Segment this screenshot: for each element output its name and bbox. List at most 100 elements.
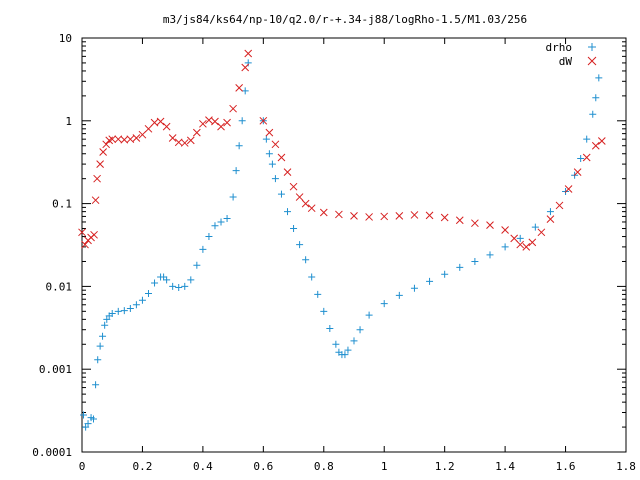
data-point-drho [516,234,524,242]
data-point-drho [308,273,316,281]
data-point-drho [84,420,92,428]
y-tick-label: 0.001 [39,363,72,376]
data-point-dW [289,182,298,191]
data-point-dW [425,211,434,220]
data-point-drho [241,87,249,95]
data-point-drho [296,241,304,249]
data-point-drho [235,142,243,150]
y-tick-label: 0.01 [46,280,73,293]
y-axis: 0.0001 0.001 0.01 0.1 1 10 [32,32,626,459]
data-point-drho [344,346,352,354]
data-point-drho [160,273,168,281]
data-point-dW [546,215,555,223]
data-point-dW [199,119,207,128]
x-tick-label: 1.2 [435,460,455,473]
plot-frame [81,37,627,453]
data-point-dW [319,208,328,217]
data-point-drho [169,282,177,290]
data-point-dW [271,140,280,149]
data-point-drho [108,310,116,318]
data-point-dW [205,116,213,124]
data-point-drho [380,300,388,308]
x-tick-label: 0.6 [253,460,273,473]
legend-marker-drho [588,43,596,51]
data-point-dW [180,139,189,147]
data-point-drho [232,167,240,175]
data-point-dW [144,124,153,133]
data-point-drho [101,321,109,329]
data-point-dW [350,212,358,220]
data-point-dW [156,117,165,126]
data-point-drho [265,150,273,158]
x-tick-label: 0.8 [314,460,334,473]
x-tick-label: 1.4 [495,460,515,473]
data-point-dW [120,135,129,144]
data-point-drho [341,351,349,359]
data-point-drho [126,305,134,313]
data-point-drho [80,411,88,419]
data-point-dW [335,210,343,219]
data-point-drho [217,218,225,226]
data-point-drho [531,223,539,231]
data-point-drho [356,326,364,334]
data-point-dW [555,201,564,210]
data-point-drho [589,110,597,118]
data-point-dW [235,83,244,92]
data-point-dW [90,230,98,239]
data-point-drho [211,222,219,230]
y-tick-label: 1 [65,115,72,128]
data-point-drho [546,208,554,216]
data-point-drho [163,276,171,284]
data-point-dW [162,122,171,131]
data-point-dW [283,168,292,176]
legend-label-dW: dW [559,55,573,68]
y-tick-label: 0.1 [52,198,72,211]
data-point-dW [522,243,531,251]
data-point-dW [265,128,274,137]
data-point-dW [223,118,231,127]
data-point-drho [187,276,195,284]
data-point-drho [592,94,600,102]
data-point-drho [471,257,479,265]
data-point-dW [564,185,573,193]
data-point-dW [114,135,123,144]
data-point-dW [174,138,183,147]
data-point-drho [199,245,207,253]
data-point-drho [132,301,140,309]
data-point-dW [99,148,108,156]
data-point-drho [350,337,358,345]
data-point-dW [259,116,268,125]
data-point-drho [320,307,328,315]
data-point-drho [181,282,189,290]
x-tick-label: 0.4 [193,460,213,473]
data-point-dW [244,49,253,58]
data-point-drho [223,215,231,223]
legend-marker-dW [587,56,597,66]
data-point-dW [395,212,404,220]
data-point-dW [573,168,582,176]
data-point-dW [440,213,449,222]
data-point-drho [332,340,340,348]
data-point-dW [365,213,373,221]
data-point-dW [295,193,304,201]
data-point-drho [501,243,509,251]
data-point-drho [595,74,603,82]
data-point-drho [456,263,464,271]
data-point-dW [132,134,141,142]
data-point-drho [193,261,201,269]
x-axis: 0 0.2 0.4 0.6 0.8 1 1.2 1.4 1.6 1.8 [79,38,636,473]
data-points [78,49,606,431]
data-point-dW [102,140,111,149]
data-point-dW [537,228,546,237]
y-tick-label: 10 [59,32,72,45]
data-point-dW [186,136,195,145]
data-point-dW [516,240,525,249]
data-point-dW [528,238,537,247]
data-point-drho [151,279,159,287]
data-point-drho [262,135,270,143]
data-point-drho [583,135,591,143]
data-point-drho [271,175,279,183]
data-point-drho [290,225,298,233]
